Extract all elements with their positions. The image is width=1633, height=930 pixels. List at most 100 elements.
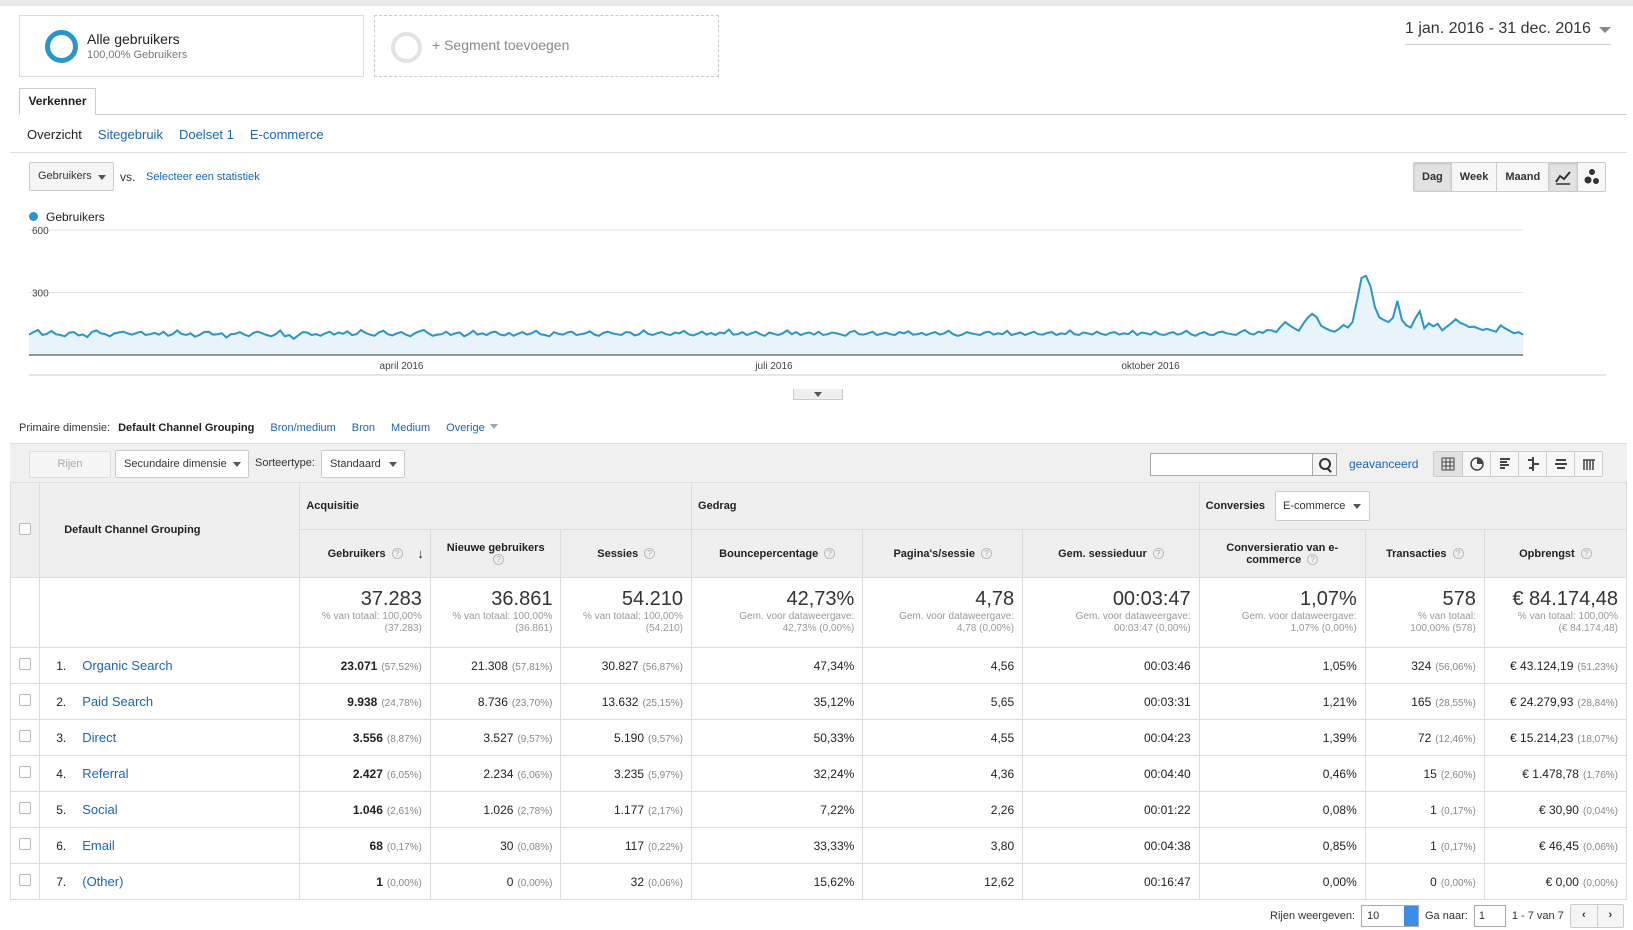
col-header-label: Gem. sessieduur bbox=[1058, 547, 1147, 560]
help-icon[interactable]: ? bbox=[1152, 547, 1164, 559]
table-row: 2. Paid Search 9.938 (24,78%) 8.736 (23,70%) 1… bbox=[9, 683, 1628, 720]
spinner-icon bbox=[1404, 906, 1418, 926]
goto-page-input[interactable]: 1 bbox=[1473, 905, 1506, 927]
col-header-revenue[interactable]: Opbrengst? bbox=[1483, 529, 1628, 578]
dimension-other[interactable]: Overige bbox=[446, 422, 498, 434]
date-range-picker[interactable]: 1 jan. 2016 - 31 dec. 2016 bbox=[1405, 20, 1611, 45]
cell-percent: (28,55%) bbox=[1435, 697, 1476, 709]
table-search-input[interactable] bbox=[1150, 453, 1313, 476]
table-row: 3. Direct 3.556 (8,87%) 3.527 (9,57%) 5.190 (9,… bbox=[9, 719, 1628, 756]
search-icon[interactable] bbox=[1312, 453, 1337, 476]
conversion-type-select[interactable]: E-commerce bbox=[1275, 491, 1371, 521]
row-dimension-cell: 4. Referral bbox=[39, 755, 301, 792]
table-cell: 30.827 (56,87%) bbox=[560, 647, 693, 684]
table-cell: € 15.214,23 (18,07%) bbox=[1483, 719, 1628, 756]
col-header-new-users[interactable]: Nieuwe gebruikers? bbox=[429, 529, 562, 578]
comparison-view-button[interactable] bbox=[1518, 452, 1546, 476]
channel-link[interactable]: Referral bbox=[82, 766, 129, 781]
help-icon[interactable]: ? bbox=[493, 553, 505, 565]
dimension-medium[interactable]: Medium bbox=[391, 422, 431, 434]
channel-link[interactable]: Social bbox=[82, 802, 118, 817]
help-icon[interactable]: ? bbox=[1307, 553, 1319, 565]
total-value: 4,78 bbox=[975, 588, 1015, 610]
col-header-avg-session-duration[interactable]: Gem. sessieduur? bbox=[1022, 529, 1200, 578]
col-header-bounce-rate[interactable]: Bouncepercentage? bbox=[691, 529, 864, 578]
col-header-pages-per-session[interactable]: Pagina's/sessie? bbox=[862, 529, 1024, 578]
cell-value: € 1.478,78 bbox=[1522, 766, 1579, 781]
table-cell: 00:04:23 bbox=[1022, 719, 1200, 756]
help-icon[interactable]: ? bbox=[1580, 547, 1592, 559]
grid-icon bbox=[1441, 457, 1455, 471]
pie-view-button[interactable] bbox=[1462, 452, 1490, 476]
prev-page-button[interactable]: ‹ bbox=[1570, 905, 1597, 927]
dimension-source[interactable]: Bron bbox=[351, 422, 376, 434]
subnav-goal-set-1[interactable]: Doelset 1 bbox=[178, 127, 234, 142]
channel-link[interactable]: Organic Search bbox=[82, 658, 173, 673]
table-cell: 3.527 (9,57%) bbox=[429, 719, 562, 756]
cell-value: 00:04:23 bbox=[1143, 730, 1191, 745]
channel-link[interactable]: Paid Search bbox=[82, 694, 154, 709]
data-table-view-button[interactable] bbox=[1434, 452, 1462, 476]
subnav-overview[interactable]: Overzicht bbox=[27, 127, 82, 142]
tab-explorer[interactable]: Verkenner bbox=[19, 88, 96, 115]
totals-cell: 578% van totaal: 100,00% (578) bbox=[1364, 577, 1485, 648]
cell-percent: (2,78%) bbox=[517, 805, 553, 817]
motion-chart-button[interactable] bbox=[1577, 163, 1605, 191]
subnav-ecommerce[interactable]: E-commerce bbox=[249, 127, 324, 142]
help-icon[interactable]: ? bbox=[644, 547, 656, 559]
cell-value: 68 bbox=[369, 838, 383, 853]
advanced-filter-link[interactable]: geavanceerd bbox=[1349, 457, 1419, 471]
plot-rows-button[interactable]: Rijen weergeven bbox=[29, 451, 111, 495]
performance-view-button[interactable] bbox=[1490, 452, 1518, 476]
metric-select[interactable]: Gebruikers bbox=[29, 162, 114, 191]
period-day-button[interactable]: Dag bbox=[1414, 163, 1451, 191]
col-header-transactions[interactable]: Transacties? bbox=[1364, 529, 1485, 578]
row-checkbox[interactable] bbox=[19, 766, 32, 778]
total-subtext: (54.210) bbox=[645, 623, 684, 634]
channel-link[interactable]: (Other) bbox=[82, 874, 124, 889]
subnav-site-usage[interactable]: Sitegebruik bbox=[97, 127, 163, 142]
cell-percent: (18,07%) bbox=[1577, 733, 1618, 745]
row-checkbox[interactable] bbox=[19, 658, 32, 670]
col-header-users[interactable]: Gebruikers? ↓ bbox=[299, 529, 431, 578]
dimension-default-channel-grouping[interactable]: Default Channel Grouping bbox=[118, 422, 255, 434]
channel-link[interactable]: Email bbox=[82, 838, 115, 853]
term-cloud-view-button[interactable] bbox=[1546, 452, 1574, 476]
channel-link[interactable]: Direct bbox=[82, 730, 117, 745]
row-checkbox[interactable] bbox=[19, 838, 32, 850]
segment-all-users[interactable]: Alle gebruikers 100,00% Gebruikers bbox=[19, 15, 364, 77]
conversion-type-value: E-commerce bbox=[1283, 500, 1346, 512]
col-header-ecommerce-conversion-rate[interactable]: Conversieratio van e-commerce? bbox=[1198, 529, 1366, 578]
cell-value: 30.827 bbox=[601, 658, 639, 673]
cell-value: 1,21% bbox=[1322, 694, 1357, 709]
help-icon[interactable]: ? bbox=[824, 547, 836, 559]
row-checkbox[interactable] bbox=[19, 802, 32, 814]
rows-per-page-select[interactable]: 10 bbox=[1361, 905, 1419, 927]
table-cell: 8.736 (23,70%) bbox=[429, 683, 562, 720]
collapse-chart-handle[interactable] bbox=[793, 389, 843, 400]
sort-type-select[interactable]: Standaard bbox=[321, 450, 405, 478]
select-all-checkbox[interactable] bbox=[19, 522, 32, 535]
line-chart-button[interactable] bbox=[1549, 163, 1577, 191]
table-cell: 9.938 (24,78%) bbox=[299, 683, 431, 720]
dimension-source-medium[interactable]: Bron/medium bbox=[270, 422, 336, 434]
add-segment-button[interactable]: + Segment toevoegen bbox=[374, 15, 719, 77]
dimension-header[interactable]: Default Channel Grouping bbox=[39, 482, 301, 578]
col-header-sessions[interactable]: Sessies? bbox=[560, 529, 693, 578]
select-statistic-link[interactable]: Selecteer een statistiek bbox=[146, 171, 260, 183]
dropdown-arrow-icon bbox=[98, 174, 106, 180]
row-checkbox[interactable] bbox=[19, 874, 32, 886]
help-icon[interactable]: ? bbox=[391, 547, 403, 559]
table-cell: € 46,45 (0,06%) bbox=[1483, 827, 1628, 864]
pivot-view-button[interactable] bbox=[1574, 452, 1602, 476]
help-icon[interactable]: ? bbox=[980, 547, 992, 559]
period-month-button[interactable]: Maand bbox=[1496, 163, 1549, 191]
period-week-button[interactable]: Week bbox=[1450, 163, 1497, 191]
row-checkbox[interactable] bbox=[19, 730, 32, 742]
secondary-dimension-select[interactable]: Secundaire dimensie bbox=[115, 450, 249, 478]
help-icon[interactable]: ? bbox=[1452, 547, 1464, 559]
row-checkbox[interactable] bbox=[19, 694, 32, 706]
total-subtext: Gem. voor dataweergave: bbox=[899, 611, 1015, 622]
table-cell: 15 (2,60%) bbox=[1364, 755, 1485, 792]
next-page-button[interactable]: › bbox=[1596, 905, 1623, 927]
